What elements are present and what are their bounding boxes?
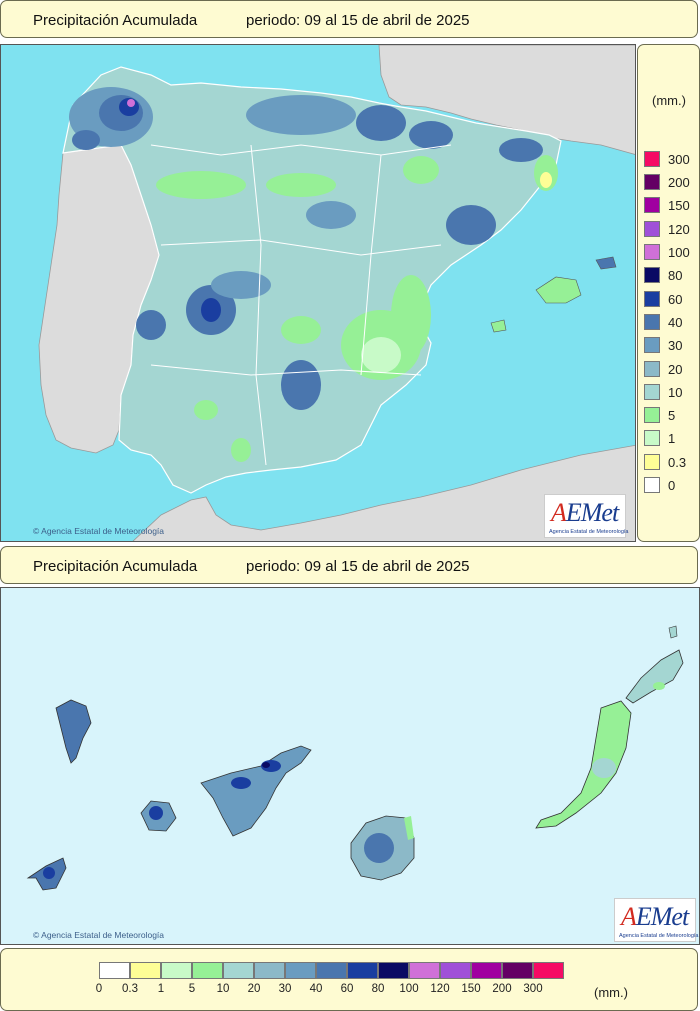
aemet-logo-subtitle: Agencia Estatal de Meteorología	[619, 933, 699, 939]
legend-unit: (mm.)	[594, 985, 628, 1000]
legend-swatch	[644, 360, 660, 377]
legend-label: 200	[668, 175, 690, 191]
menorca-island	[595, 256, 617, 270]
legend-swatch	[644, 174, 660, 191]
legend-unit: (mm.)	[652, 93, 686, 108]
aemet-logo-subtitle: Agencia Estatal de Meteorología	[549, 529, 629, 535]
legend-swatch	[409, 962, 440, 979]
map-title: Precipitación Acumulada	[33, 558, 198, 575]
legend-swatch	[644, 383, 660, 400]
legend-label: 40	[668, 314, 683, 330]
copyright-text: © Agencia Estatal de Meteorología	[33, 526, 165, 536]
legend-label: 0	[95, 983, 103, 995]
legend-label: 200	[492, 983, 512, 995]
legend-label: 100	[399, 983, 419, 995]
map-title: Precipitación Acumulada	[33, 12, 198, 29]
legend-label: 100	[668, 245, 690, 260]
region-borders	[150, 144, 452, 466]
legend-label: 120	[668, 221, 690, 237]
legend-label: 0	[668, 478, 676, 493]
legend-swatch	[644, 477, 660, 493]
legend-label: 5	[188, 983, 196, 995]
legend-label: 20	[668, 361, 683, 377]
legend-label: 0.3	[668, 454, 687, 470]
legend-swatch	[644, 220, 660, 237]
aemet-logo: AEMet Agencia Estatal de Meteorología	[614, 898, 699, 942]
legend-swatch	[316, 962, 347, 979]
horizontal-legend: 0 0.3 1 5 10 20 30 40 60 80 100 120 150 200 300 (mm.)	[0, 948, 698, 1011]
legend-label: 80	[668, 268, 683, 284]
legend-label: 10	[668, 384, 683, 400]
legend-swatch	[130, 962, 161, 979]
legend-swatch	[99, 962, 130, 979]
legend-swatch	[644, 337, 660, 354]
la-graciosa-island	[668, 625, 678, 639]
legend-label: 20	[247, 983, 261, 995]
legend-label: 150	[668, 198, 690, 214]
legend-swatch	[644, 313, 660, 330]
aemet-logo-mark: AEMet	[621, 902, 689, 931]
legend-label: 1	[668, 431, 676, 447]
legend-label: 120	[430, 983, 450, 995]
legend-swatch	[471, 962, 502, 979]
copyright-text: © Agencia Estatal de Meteorología	[33, 930, 165, 940]
lanzarote-island	[625, 649, 684, 704]
legend-swatch	[644, 453, 660, 470]
legend-swatch	[644, 150, 660, 167]
peninsula-title-bar: Precipitación Acumulada periodo: 09 al 1…	[0, 0, 698, 38]
legend-swatch	[161, 962, 192, 979]
legend-label: 1	[157, 983, 165, 995]
peninsula-map	[0, 44, 636, 542]
fuerteventura-island	[535, 700, 632, 829]
legend-swatch	[440, 962, 471, 979]
france-land	[378, 45, 635, 155]
ibiza-island	[490, 319, 507, 333]
legend-swatch	[223, 962, 254, 979]
mallorca-island	[535, 276, 582, 304]
canary-islands-map	[0, 587, 700, 945]
legend-label: 150	[461, 983, 481, 995]
la-palma-island	[55, 699, 92, 764]
legend-swatch	[502, 962, 533, 979]
legend-label: 300	[523, 983, 543, 995]
legend-swatch	[285, 962, 316, 979]
legend-swatch	[644, 244, 660, 260]
legend-swatch	[644, 267, 660, 284]
tenerife-island	[200, 745, 312, 837]
legend-label: 60	[340, 983, 354, 995]
canary-title-bar: Precipitación Acumulada periodo: 09 al 1…	[0, 546, 698, 584]
aemet-logo: AEMet Agencia Estatal de Meteorología	[544, 494, 629, 538]
legend-swatch	[347, 962, 378, 979]
legend-swatch	[378, 962, 409, 979]
legend-label: 30	[278, 983, 292, 995]
legend-swatch	[644, 407, 660, 424]
legend-label: 60	[668, 291, 683, 307]
legend-label: 30	[668, 338, 683, 354]
legend-label: 80	[371, 983, 385, 995]
africa-land	[132, 444, 635, 541]
legend-label: 40	[309, 983, 323, 995]
vertical-legend: (mm.) 0 0.3 1 5 10 20 30 40 60 80 100 120 150 200 300	[637, 44, 700, 542]
precipitation-fields	[69, 87, 558, 462]
map-period: periodo: 09 al 15 de abril de 2025	[246, 12, 470, 29]
legend-label: 10	[216, 983, 230, 995]
legend-swatch	[644, 197, 660, 214]
legend-label: 0.3	[122, 983, 138, 995]
legend-swatch	[644, 290, 660, 307]
legend-swatch	[254, 962, 285, 979]
legend-swatch	[192, 962, 223, 979]
legend-swatch	[644, 430, 660, 447]
legend-swatch	[533, 962, 564, 979]
aemet-logo-mark: AEMet	[551, 498, 619, 527]
legend-label: 300	[668, 151, 690, 167]
map-period: periodo: 09 al 15 de abril de 2025	[246, 558, 470, 575]
legend-label: 5	[668, 408, 676, 424]
